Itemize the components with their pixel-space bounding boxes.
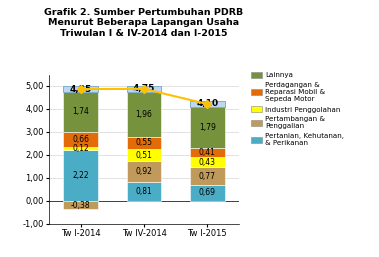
Text: 1,79: 1,79	[199, 123, 216, 132]
Bar	[127, 92, 161, 137]
Text: 0,77: 0,77	[199, 171, 216, 180]
Text: 0,81: 0,81	[136, 187, 152, 196]
Legend: Lainnya, Perdagangan &
Reparasi Mobil &
Sepeda Motor, Industri Penggolahan, Pert: Lainnya, Perdagangan & Reparasi Mobil & …	[250, 71, 345, 148]
Text: Grafik 2. Sumber Pertumbuhan PDRB
Menurut Beberapa Lapangan Usaha
Triwulan I & I: Grafik 2. Sumber Pertumbuhan PDRB Menuru…	[44, 8, 244, 38]
FancyBboxPatch shape	[127, 86, 161, 92]
Bar	[127, 182, 161, 201]
Text: 0,66: 0,66	[72, 135, 89, 144]
Text: 1,74: 1,74	[72, 107, 89, 116]
Bar	[190, 148, 224, 157]
Text: 4,35: 4,35	[70, 85, 92, 94]
Bar	[127, 149, 161, 161]
Bar	[64, 201, 98, 209]
Bar	[64, 132, 98, 147]
Text: 0,55: 0,55	[136, 139, 152, 148]
Text: 0,92: 0,92	[136, 167, 152, 176]
Bar	[127, 137, 161, 149]
Text: 2,22: 2,22	[72, 171, 89, 180]
Text: 4,10: 4,10	[196, 99, 218, 108]
Text: 0,12: 0,12	[72, 144, 89, 153]
Bar	[64, 150, 98, 201]
Text: -0,38: -0,38	[71, 200, 91, 209]
Bar	[190, 167, 224, 185]
Bar	[190, 107, 224, 148]
Bar	[190, 157, 224, 167]
Bar	[64, 92, 98, 132]
Text: 0,69: 0,69	[199, 188, 216, 197]
Bar	[190, 185, 224, 201]
FancyBboxPatch shape	[190, 101, 224, 107]
Text: 4,75: 4,75	[133, 84, 155, 93]
Bar	[64, 147, 98, 150]
FancyBboxPatch shape	[64, 86, 98, 92]
Text: 1,96: 1,96	[136, 110, 152, 119]
Text: 0,51: 0,51	[136, 151, 152, 160]
Bar	[127, 161, 161, 182]
Text: 0,43: 0,43	[199, 158, 216, 167]
Text: 0,41: 0,41	[199, 148, 216, 157]
